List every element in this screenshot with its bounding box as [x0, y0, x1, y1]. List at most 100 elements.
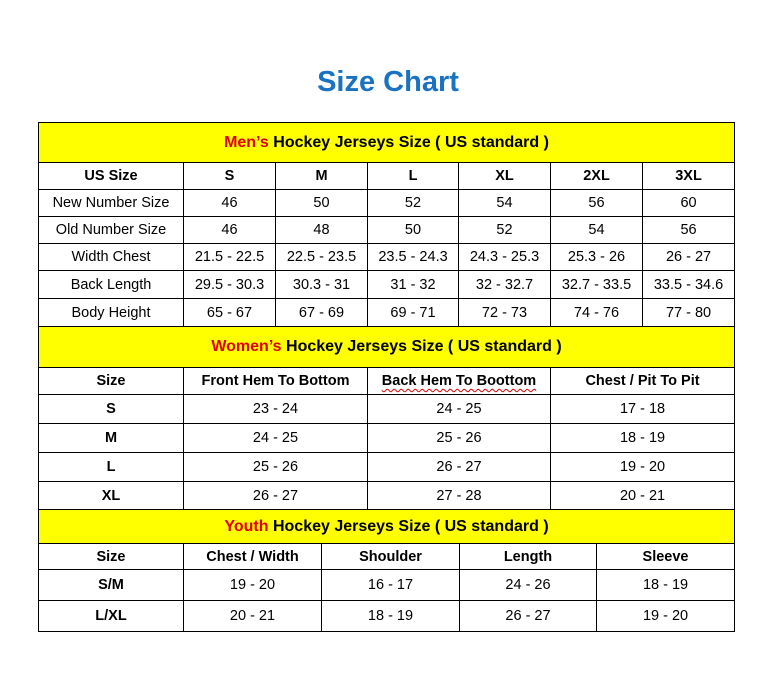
table-cell: 24 - 26	[459, 569, 597, 601]
table-cell: 72 - 73	[458, 298, 551, 327]
column-header: XL	[458, 162, 551, 190]
section-highlight: Men’s	[224, 133, 269, 151]
table-row: S/M 19 - 20 16 - 17 24 - 26 18 - 19	[38, 569, 736, 601]
section-heading: Men’s Hockey Jerseys Size ( US standard …	[37, 122, 736, 163]
section-title: Hockey Jerseys Size ( US standard )	[268, 133, 549, 151]
row-label: New Number Size	[38, 189, 184, 217]
header-row: Size Front Hem To Bottom Back Hem To Boott…	[38, 367, 736, 395]
table-cell: 56	[550, 189, 643, 217]
table-cell: 31 - 32	[367, 270, 459, 299]
table-cell: 24 - 25	[367, 394, 551, 424]
column-header: L	[367, 162, 459, 190]
table-cell: 25.3 - 26	[550, 243, 643, 271]
table-cell: 65 - 67	[183, 298, 276, 327]
column-header: 2XL	[550, 162, 643, 190]
table-cell: 19 - 20	[595, 600, 736, 632]
table-cell: 27 - 28	[367, 481, 551, 510]
table-cell: 54	[550, 216, 643, 244]
table-cell: 26 - 27	[367, 452, 551, 482]
table-cell: 77 - 80	[641, 298, 736, 327]
table-cell: 60	[641, 189, 736, 217]
table-cell: 26 - 27	[183, 481, 368, 510]
column-header-label: Length	[503, 548, 553, 565]
row-label: Width Chest	[38, 243, 184, 271]
table-cell: 22.5 - 23.5	[275, 243, 368, 271]
column-header: Size	[38, 543, 184, 570]
table-row: Width Chest 21.5 - 22.5 22.5 - 23.5 23.5 - …	[38, 243, 736, 271]
column-header: Chest / Width	[183, 543, 322, 570]
header-row: Size Chest / Width Shoulder Length Sleeve	[38, 543, 736, 570]
column-header: Back Hem To Boottom	[367, 367, 551, 395]
column-header: Chest / Pit To Pit	[549, 367, 736, 395]
section-banner: Youth Hockey Jerseys Size ( US standard …	[37, 509, 736, 544]
table-cell: 21.5 - 22.5	[183, 243, 276, 271]
column-header: Sleeve	[595, 543, 736, 570]
section-heading: Women’s Hockey Jerseys Size ( US standar…	[37, 326, 736, 368]
table-cell: 74 - 76	[550, 298, 643, 327]
table-cell: 24.3 - 25.3	[458, 243, 551, 271]
table-cell: 20 - 21	[183, 600, 322, 632]
table-cell: 25 - 26	[183, 452, 368, 482]
table-cell: 52	[367, 189, 459, 217]
column-header-label: L	[408, 168, 418, 184]
column-header-label: S	[224, 168, 235, 184]
womens-size-table: Women’s Hockey Jerseys Size ( US standar…	[37, 326, 736, 510]
row-label: L/XL	[38, 600, 184, 632]
row-label: S	[38, 394, 184, 424]
column-header-label: 2XL	[583, 168, 610, 184]
table-cell: 46	[183, 189, 276, 217]
table-cell: 67 - 69	[275, 298, 368, 327]
table-cell: 25 - 26	[367, 423, 551, 453]
section-heading: Youth Hockey Jerseys Size ( US standard …	[37, 509, 736, 544]
table-row: M 24 - 25 25 - 26 18 - 19	[38, 423, 736, 453]
column-header: Length	[459, 543, 597, 570]
row-label: L	[38, 452, 184, 482]
column-header: US Size	[38, 162, 184, 190]
column-header-label: Back Hem To Boottom	[381, 373, 537, 389]
section-highlight: Women’s	[211, 338, 282, 355]
table-row: Old Number Size 46 48 50 52 54 56	[38, 216, 736, 244]
table-cell: 24 - 25	[183, 423, 368, 453]
column-header: Front Hem To Bottom	[183, 367, 368, 395]
column-header-label: Chest / Width	[206, 548, 299, 565]
section-banner: Men’s Hockey Jerseys Size ( US standard …	[37, 122, 736, 163]
table-row: Back Length 29.5 - 30.3 30.3 - 31 31 - 32 32…	[38, 270, 736, 299]
table-cell: 23 - 24	[183, 394, 368, 424]
table-cell: 52	[458, 216, 551, 244]
column-header-label: US Size	[84, 168, 138, 184]
table-cell: 69 - 71	[367, 298, 459, 327]
section-title: Hockey Jerseys Size ( US standard )	[281, 338, 562, 355]
row-label: XL	[38, 481, 184, 510]
table-row: Body Height 65 - 67 67 - 69 69 - 71 72 - 73 7…	[38, 298, 736, 327]
table-cell: 23.5 - 24.3	[367, 243, 459, 271]
column-header-label: Size	[96, 548, 126, 565]
table-cell: 18 - 19	[549, 423, 736, 453]
section-title: Hockey Jerseys Size ( US standard )	[268, 517, 549, 535]
column-header-label: Size	[96, 373, 126, 389]
table-cell: 26 - 27	[459, 600, 597, 632]
table-cell: 19 - 20	[183, 569, 322, 601]
table-cell: 48	[275, 216, 368, 244]
section-banner: Women’s Hockey Jerseys Size ( US standar…	[37, 326, 736, 368]
table-cell: 33.5 - 34.6	[641, 270, 736, 299]
table-cell: 32 - 32.7	[458, 270, 551, 299]
table-cell: 17 - 18	[549, 394, 736, 424]
section-highlight: Youth	[224, 517, 269, 535]
table-cell: 56	[641, 216, 736, 244]
header-row: US Size S M L XL 2XL 3XL	[38, 162, 736, 190]
table-row: L 25 - 26 26 - 27 19 - 20	[38, 452, 736, 482]
column-header: 3XL	[641, 162, 736, 190]
row-label: Body Height	[38, 298, 184, 327]
mens-size-table: Men’s Hockey Jerseys Size ( US standard …	[37, 122, 736, 327]
column-header-label: XL	[495, 168, 514, 184]
column-header-label: Chest / Pit To Pit	[585, 373, 700, 389]
column-header-label: Front Hem To Bottom	[201, 373, 350, 389]
table-cell: 46	[183, 216, 276, 244]
youth-size-table: Youth Hockey Jerseys Size ( US standard …	[37, 509, 736, 632]
page-title: Size Chart	[317, 66, 459, 98]
table-cell: 16 - 17	[321, 569, 460, 601]
column-header: Shoulder	[321, 543, 460, 570]
column-header-label: M	[315, 168, 328, 184]
table-cell: 18 - 19	[321, 600, 460, 632]
column-header: S	[183, 162, 276, 190]
